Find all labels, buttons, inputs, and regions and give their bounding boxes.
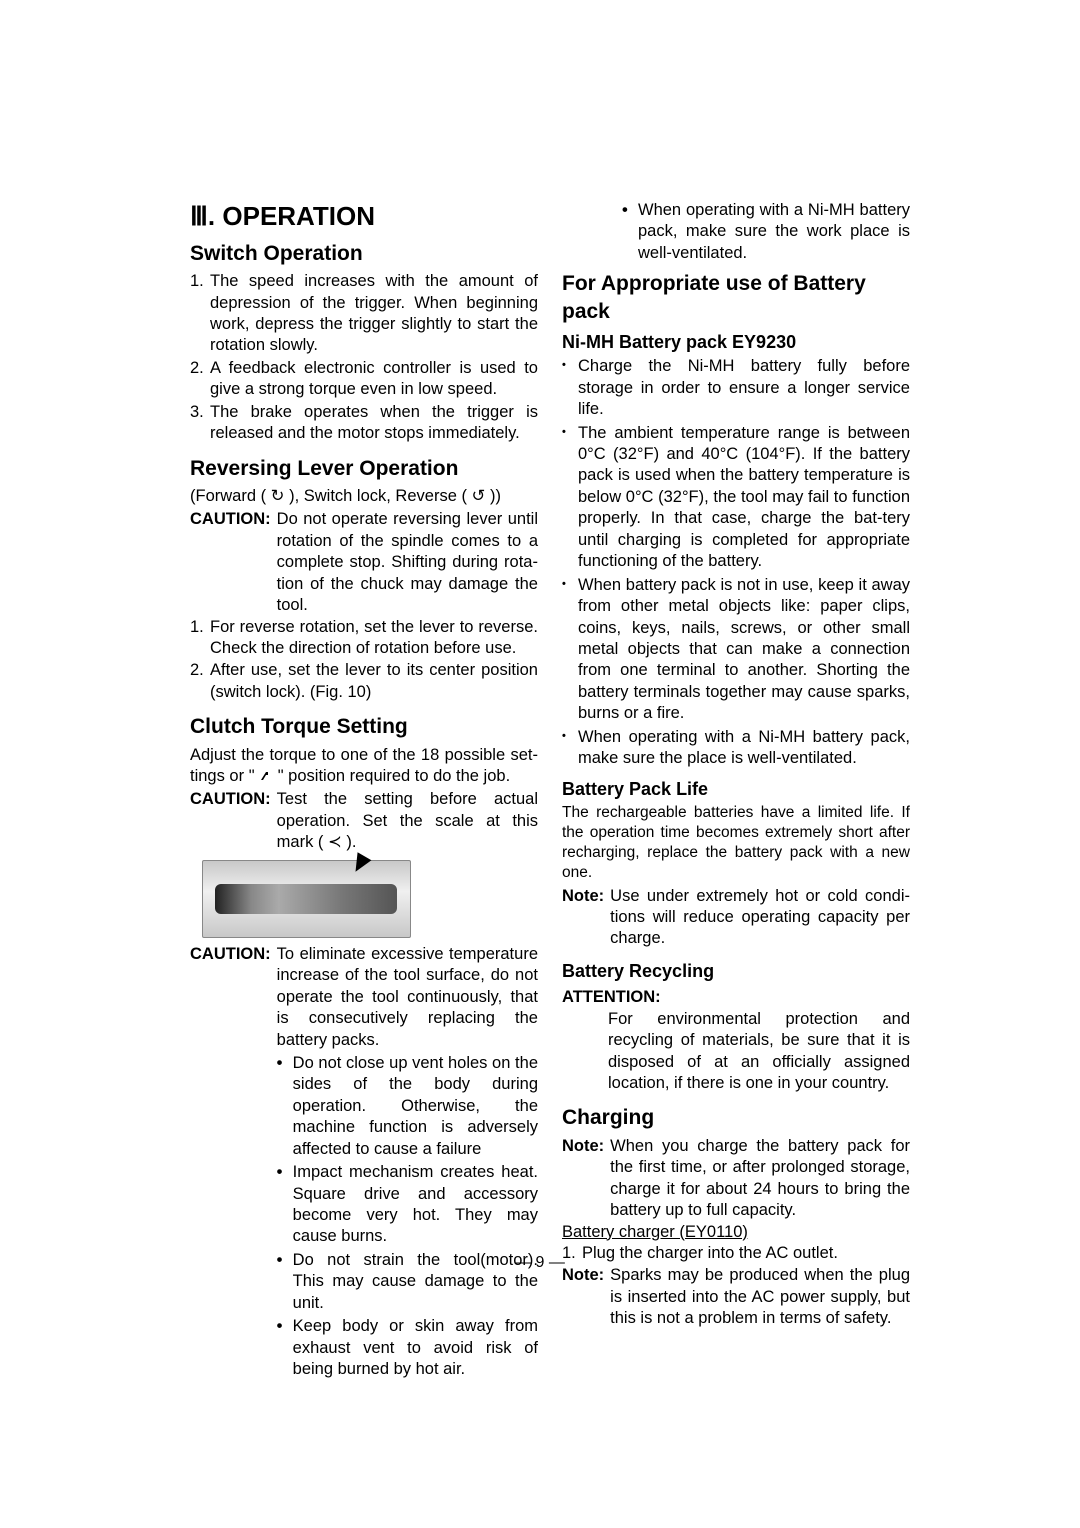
caution-clutch-2: CAUTION: To eliminate excessive temperat… [190, 944, 538, 1383]
caution-label: CAUTION: [190, 944, 271, 1383]
list-item: Impact mechanism creates heat. Square dr… [277, 1162, 538, 1248]
heading-recycling: Battery Recycling [562, 960, 910, 983]
subheading-nimh: Ni-MH Battery pack EY9230 [562, 331, 910, 354]
list-item: When operating with a Ni-MH bat­tery pac… [622, 200, 910, 264]
heading-switch-operation: Switch Operation [190, 240, 538, 267]
list-item: Do not close up vent holes on the sides … [277, 1053, 538, 1160]
caution-label: CAUTION: [190, 509, 271, 616]
switch-list: 1.The speed increases with the amount of… [190, 271, 538, 445]
heading-charging: Charging [562, 1104, 910, 1131]
heading-reversing: Reversing Lever Operation [190, 455, 538, 482]
list-text: The brake operates when the trigger is r… [210, 403, 538, 442]
left-column: Ⅲ. OPERATION Switch Operation 1.The spee… [190, 200, 538, 1383]
note-text: When you charge the battery pack for the… [610, 1136, 910, 1222]
caution-text: To eliminate excessive temperature incre… [277, 944, 538, 1383]
heading-clutch: Clutch Torque Setting [190, 713, 538, 740]
list-item: 3.The brake operates when the trigger is… [190, 402, 538, 445]
battery-use-list: Charge the Ni-MH battery fully before st… [562, 356, 910, 769]
battery-life-text: The rechargeable batteries have a limite… [562, 803, 910, 884]
clutch-intro-b: " position required to do the job. [278, 767, 510, 785]
caution-text: Do not operate reversing lever until rot… [277, 509, 538, 616]
note-battery-life: Note: Use under extremely hot or cold co… [562, 886, 910, 950]
note-text: Use under extremely hot or cold condi­ti… [610, 886, 910, 950]
page-columns: Ⅲ. OPERATION Switch Operation 1.The spee… [190, 200, 910, 1383]
section-title-operation: Ⅲ. OPERATION [190, 200, 538, 234]
right-column: When operating with a Ni-MH bat­tery pac… [562, 200, 910, 1383]
tool-illustration [202, 860, 411, 938]
attention-text: For environmental protection and recycli… [562, 1009, 910, 1095]
attention-label: ATTENTION: [562, 987, 910, 1008]
reversing-legend: (Forward ( ↻ ), Switch lock, Reverse ( ↺… [190, 486, 538, 507]
list-text: The speed increases with the amount of d… [210, 272, 538, 354]
page-number: — 9 — [0, 1253, 1080, 1274]
heading-battery-use: For Appropriate use of Battery pack [562, 270, 910, 325]
list-item: When battery pack is not in use, keep it… [562, 575, 910, 725]
arrow-icon [349, 852, 372, 876]
list-item: Keep body or skin away from exhaust vent… [277, 1316, 538, 1380]
list-item: When operating with a Ni-MH battery pack… [562, 727, 910, 770]
list-item: Charge the Ni-MH battery fully before st… [562, 356, 910, 420]
caution-label: CAUTION: [190, 789, 271, 853]
note-label: Note: [562, 886, 604, 950]
note-label: Note: [562, 1136, 604, 1222]
reversing-list: 1.For reverse rotation, set the lever to… [190, 617, 538, 704]
drill-icon [259, 769, 273, 783]
caution-bullets: Do not close up vent holes on the sides … [277, 1053, 538, 1381]
top-continuation-bullet: When operating with a Ni-MH bat­tery pac… [562, 200, 910, 264]
list-text: After use, set the lever to its center p… [210, 661, 538, 700]
note-label: Note: [562, 1265, 604, 1329]
caution-clutch-1: CAUTION: Test the setting before actual … [190, 789, 538, 853]
list-item: The ambient temperature range is between… [562, 423, 910, 573]
caution-reversing: CAUTION: Do not operate reversing lever … [190, 509, 538, 616]
clutch-intro: Adjust the torque to one of the 18 possi… [190, 745, 538, 788]
list-item: 2.After use, set the lever to its center… [190, 660, 538, 703]
charger-model: Battery charger (EY0110) [562, 1222, 910, 1243]
list-item: 1.For reverse rotation, set the lever to… [190, 617, 538, 660]
list-text: For reverse rotation, set the lever to r… [210, 618, 538, 657]
caution-text: Test the setting before actual opera­tio… [277, 789, 538, 853]
list-item: 2.A feedback electronic controller is us… [190, 358, 538, 401]
list-text: A feedback electronic controller is used… [210, 359, 538, 398]
list-item: 1.The speed increases with the amount of… [190, 271, 538, 357]
note-text: Sparks may be produced when the plug is … [610, 1265, 910, 1329]
note-charging-2: Note: Sparks may be produced when the pl… [562, 1265, 910, 1329]
heading-battery-life: Battery Pack Life [562, 778, 910, 801]
note-charging-1: Note: When you charge the battery pack f… [562, 1136, 910, 1222]
caution-text-span: To eliminate excessive temperature incre… [277, 945, 538, 1049]
